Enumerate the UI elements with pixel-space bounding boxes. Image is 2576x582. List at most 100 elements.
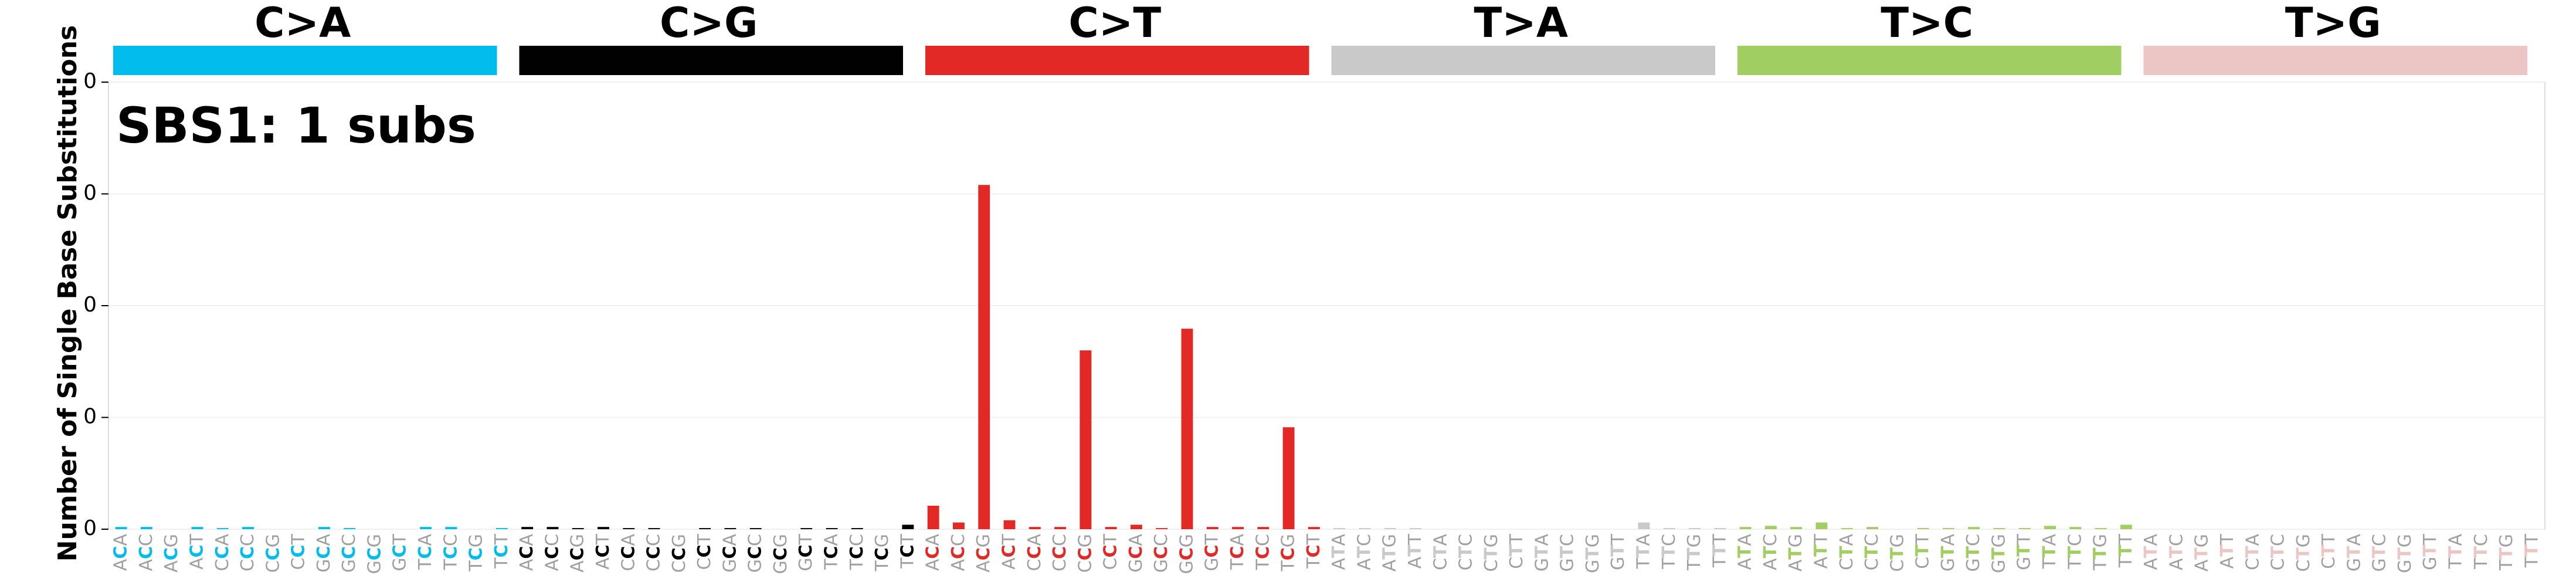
x-tick-label: CCT: [694, 533, 715, 570]
x-tick-letter: C: [186, 544, 207, 557]
bar: [927, 505, 939, 529]
x-tick-letter: C: [973, 547, 994, 560]
x-tick-letter: T: [2319, 544, 2339, 557]
x-tick-letter: C: [517, 546, 537, 559]
x-tick-letter: C: [668, 560, 689, 573]
bar: [242, 527, 254, 529]
x-tick-letter: C: [643, 559, 664, 571]
x-tick-letter: C: [796, 544, 816, 557]
bar: [521, 527, 534, 529]
x-tick-letter: C: [668, 547, 689, 560]
x-tick-letter: G: [872, 534, 892, 547]
x-tick-letter: T: [1506, 533, 1527, 545]
x-tick-letter: C: [2268, 534, 2288, 546]
x-tick-letter: T: [1430, 546, 1451, 558]
x-tick-letter: C: [339, 534, 359, 546]
x-tick-label: GTT: [2014, 533, 2034, 570]
x-tick-letter: T: [2141, 546, 2161, 558]
group-label: C>A: [254, 0, 351, 47]
x-tick-letter: T: [1735, 546, 1755, 558]
x-tick-letter: A: [1735, 534, 1755, 546]
x-tick-letter: G: [2014, 557, 2034, 570]
x-tick-letter: G: [2191, 534, 2212, 547]
x-tick-letter: T: [1760, 546, 1780, 558]
x-tick-letter: T: [1684, 559, 1705, 571]
x-tick-letter: C: [694, 557, 715, 570]
x-tick-label: ATT: [2217, 533, 2237, 569]
x-tick-letter: C: [440, 546, 461, 559]
x-tick-label: TCG: [872, 534, 892, 572]
x-tick-label: ATG: [1379, 534, 1400, 571]
x-tick-letter: C: [364, 547, 385, 560]
group-label: T>G: [2285, 0, 2381, 47]
x-tick-letter: T: [389, 533, 410, 545]
x-tick-letter: C: [1658, 534, 1679, 546]
x-tick-letter: C: [2470, 534, 2491, 546]
bar: [1003, 520, 1016, 529]
x-tick-letter: C: [592, 544, 613, 557]
x-tick-label: CTA: [1836, 534, 1857, 570]
x-tick-letter: C: [1963, 534, 1984, 546]
x-tick-letter: T: [1786, 547, 1806, 560]
bar: [851, 528, 863, 529]
bar: [1764, 526, 1777, 529]
x-tick-letter: C: [1303, 544, 1323, 557]
x-tick-letter: T: [1963, 546, 1984, 558]
y-tick-label: 0: [83, 69, 97, 93]
bar: [1689, 528, 1701, 529]
bar: [724, 528, 737, 529]
x-tick-letter: C: [2065, 534, 2085, 546]
bar: [1410, 528, 1421, 529]
x-tick-letter: C: [745, 534, 765, 546]
x-tick-letter: C: [872, 547, 892, 560]
x-tick-letter: A: [973, 560, 994, 573]
x-tick-letter: A: [1937, 534, 1958, 546]
x-tick-letter: A: [542, 559, 562, 571]
x-tick-letter: T: [1988, 547, 2009, 560]
x-tick-label: GCC: [745, 534, 765, 573]
x-tick-label: ATG: [1786, 534, 1806, 571]
x-tick-label: GCA: [1125, 534, 1146, 573]
x-tick-label: ATC: [1760, 534, 1780, 570]
x-tick-letter: T: [2394, 547, 2415, 560]
x-tick-letter: T: [2115, 556, 2136, 568]
x-tick-letter: T: [999, 533, 1019, 545]
x-tick-letter: T: [491, 533, 511, 545]
x-tick-letter: T: [1354, 546, 1374, 558]
x-tick-letter: C: [694, 544, 715, 557]
x-tick-letter: C: [237, 546, 258, 559]
x-tick-letter: T: [897, 557, 918, 569]
x-tick-letter: T: [1253, 559, 1273, 570]
x-tick-letter: C: [948, 546, 968, 559]
x-tick-letter: T: [1633, 557, 1654, 569]
x-tick-letter: C: [161, 547, 182, 560]
x-tick-label: GTC: [1963, 534, 1984, 572]
bar: [749, 528, 762, 529]
x-tick-letter: A: [922, 534, 943, 546]
x-tick-letter: A: [161, 560, 182, 573]
x-tick-letter: G: [1988, 534, 2009, 547]
x-tick-letter: C: [846, 546, 867, 559]
x-tick-label: CTA: [1430, 534, 1451, 570]
x-tick-letter: A: [999, 557, 1019, 570]
x-tick-label: TCA: [821, 534, 841, 570]
x-tick-label: ATC: [2166, 534, 2187, 570]
x-tick-letter: C: [1430, 558, 1451, 570]
x-tick-label: GCG: [770, 534, 790, 574]
x-tick-label: GTC: [1557, 534, 1577, 572]
x-tick-letter: T: [2521, 544, 2542, 557]
y-axis-label: Number of Single Base Substitutions: [53, 25, 83, 561]
x-tick-letter: A: [1227, 534, 1248, 546]
x-tick-label: GCG: [1176, 534, 1197, 574]
x-tick-letter: T: [2065, 558, 2085, 570]
x-tick-letter: C: [542, 546, 562, 559]
x-tick-label: ACC: [948, 534, 968, 571]
x-tick-letter: C: [1278, 547, 1298, 560]
x-tick-letter: G: [339, 559, 359, 573]
x-tick-letter: A: [186, 557, 207, 570]
x-tick-letter: T: [1684, 547, 1705, 560]
x-tick-letter: C: [618, 546, 639, 559]
bar: [1638, 522, 1650, 529]
x-tick-letter: T: [1303, 557, 1323, 569]
x-tick-label: CTT: [2319, 533, 2339, 569]
